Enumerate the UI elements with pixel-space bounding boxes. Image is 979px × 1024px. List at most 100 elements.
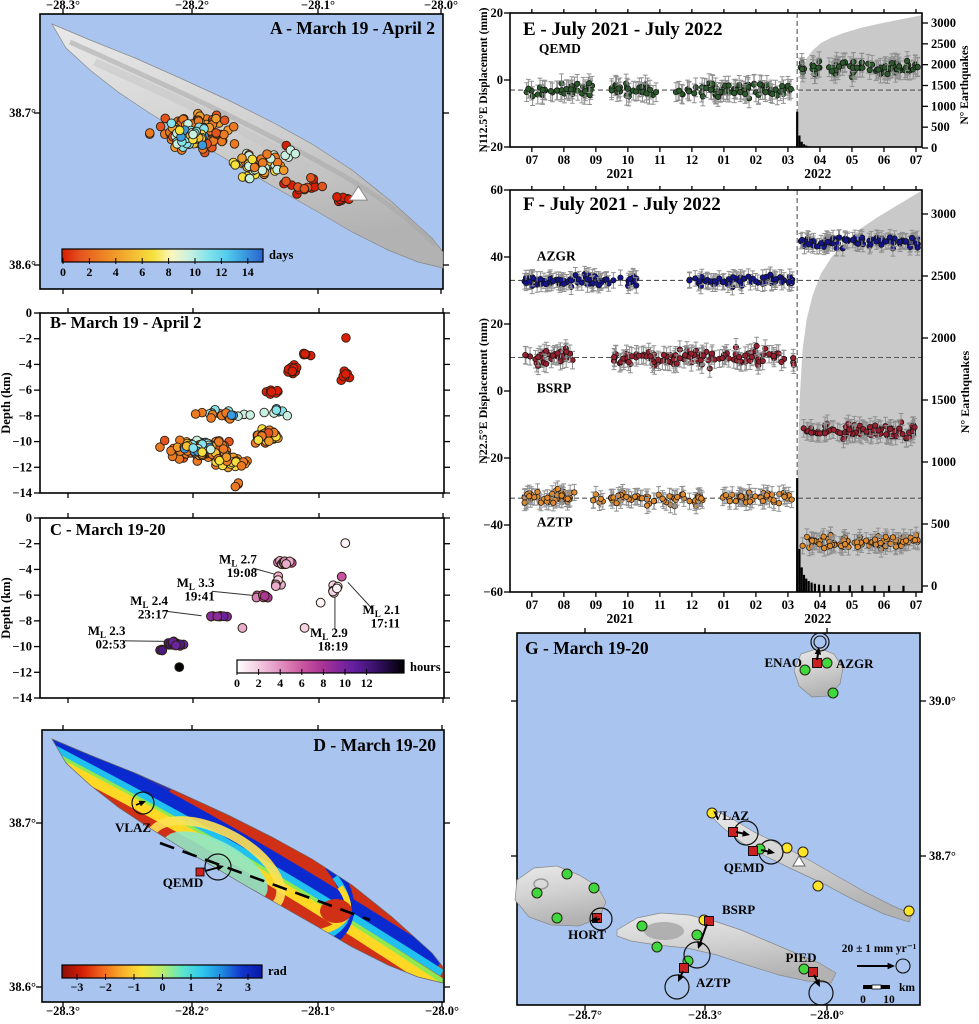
panel-a-title: A - March 19 - April 2 bbox=[270, 18, 435, 38]
mm-tick-label: −20 bbox=[483, 451, 503, 465]
panel-g-title: G - March 19-20 bbox=[525, 638, 649, 658]
lon-tick-label: −28.3° bbox=[46, 1004, 80, 1018]
panel-d-title: D - March 19-20 bbox=[313, 735, 436, 755]
event-time-label: 02:53 bbox=[95, 636, 126, 651]
cumulative-earthquakes-area bbox=[795, 15, 922, 148]
hypocenter-dots bbox=[155, 333, 355, 492]
month-tick-label: 10 bbox=[622, 153, 635, 167]
month-tick-label: 01 bbox=[718, 598, 731, 612]
month-tick-label: 09 bbox=[590, 153, 603, 167]
qemd-gps-square bbox=[195, 867, 205, 877]
gps-points-AZGR bbox=[521, 229, 921, 296]
panel-f-title: F - July 2021 - July 2022 bbox=[523, 194, 721, 215]
station-label-vlaz: VLAZ bbox=[115, 820, 151, 835]
panel-f-gps-timeseries-multi: 07 08 09 10 11 12 01 02 03 04 05 06 07 2021 2022 60 40 20… bbox=[476, 183, 972, 626]
gps-square bbox=[704, 916, 714, 926]
colorbar-tick-label: 6 bbox=[139, 265, 145, 279]
station-label-qemd: QEMD bbox=[539, 41, 581, 56]
count-tick-label: 2500 bbox=[931, 269, 956, 283]
depth-tick-label: −8 bbox=[19, 409, 32, 423]
station-label-bsrp: BSRP bbox=[722, 902, 755, 917]
event-magnitude-label: ML 2.1 bbox=[362, 602, 400, 619]
earthquake-histogram bbox=[796, 478, 905, 592]
station-label-vlaz: VLAZ bbox=[713, 808, 749, 823]
year-label: 2022 bbox=[804, 611, 831, 626]
depth-tick-label: −8 bbox=[19, 614, 32, 628]
event-time-label: 19:41 bbox=[184, 588, 214, 603]
colorbar-tick-label: 1 bbox=[188, 980, 194, 994]
lat-tick-label: 39.0° bbox=[929, 694, 956, 708]
gps-square bbox=[748, 846, 758, 856]
mm-tick-label: −60 bbox=[483, 585, 503, 599]
lat-tick-label: 38.7° bbox=[929, 849, 956, 863]
station-label-bsrp: BSRP bbox=[537, 381, 572, 396]
colorbar-tick-label: 8 bbox=[166, 265, 172, 279]
colorbar-tick-label: 12 bbox=[361, 676, 373, 690]
event-leader-line bbox=[252, 567, 277, 576]
colorbar-tick-label: 2 bbox=[256, 676, 262, 690]
colorbar-tick-label: 10 bbox=[339, 676, 351, 690]
mm-tick-label: 0 bbox=[497, 73, 503, 87]
colorbar-label: hours bbox=[410, 660, 441, 674]
station-label-aztp: AZTP bbox=[696, 975, 731, 990]
month-tick-label: 11 bbox=[654, 153, 666, 167]
month-tick-label: 04 bbox=[814, 598, 827, 612]
volcano-triangle-icon bbox=[792, 855, 806, 867]
colorbar-tick-label: −1 bbox=[128, 980, 141, 994]
colorbar-tick-label: 0 bbox=[60, 265, 66, 279]
gps-points-AZTP bbox=[521, 480, 921, 558]
count-tick-label: 0 bbox=[931, 579, 937, 593]
lon-tick-label: −28.3° bbox=[46, 0, 80, 12]
panel-a-epicenter-map: −28.3° −28.2° −28.1° −28.0° 38.7° 38.6° 0 2 4 6 8 1… bbox=[9, 0, 458, 294]
event-magnitude-label: ML 2.3 bbox=[88, 623, 126, 640]
colorbar-tick-label: 3 bbox=[245, 980, 251, 994]
displacement-axis-label: N22.5°E Displacement (mm) bbox=[476, 318, 490, 464]
year-label: 2021 bbox=[607, 166, 634, 181]
lon-tick-label: −28.3° bbox=[688, 1008, 722, 1022]
panel-b-depth-section: 0 −2 −4 −6 −8 −10 −12 −14 Depth (km) B- March 19 … bbox=[0, 306, 450, 500]
month-tick-label: 08 bbox=[558, 598, 571, 612]
colorbar-tick-label: 10 bbox=[189, 265, 201, 279]
depth-tick-label: 0 bbox=[26, 306, 32, 320]
depth-tick-label: −4 bbox=[19, 357, 33, 371]
month-tick-label: 12 bbox=[686, 598, 699, 612]
velocity-scale-label: 20 ± 1 mm yr⁻¹ bbox=[842, 943, 917, 955]
lat-tick-label: 38.6° bbox=[9, 980, 36, 994]
year-label: 2021 bbox=[607, 611, 634, 626]
count-tick-label: 1000 bbox=[931, 455, 956, 469]
station-label-qemd: QEMD bbox=[163, 875, 203, 890]
earthquakes-axis-label: N° Earthquakes bbox=[958, 350, 972, 433]
station-label-enao: ENAO bbox=[764, 655, 802, 670]
month-tick-label: 02 bbox=[750, 598, 763, 612]
station-hort: HORT bbox=[568, 907, 613, 942]
colorbar-tick-label: −2 bbox=[99, 980, 112, 994]
lon-tick-label: −28.0° bbox=[810, 1008, 844, 1022]
gps-square bbox=[808, 967, 818, 977]
colorbar-tick-label: 14 bbox=[242, 265, 254, 279]
vlaz-error-circle bbox=[131, 791, 155, 815]
event-magnitude-label: ML 2.7 bbox=[219, 552, 257, 569]
station-label-qemd: QEMD bbox=[724, 860, 764, 875]
station-label-hort: HORT bbox=[568, 927, 606, 942]
count-tick-label: 2000 bbox=[931, 58, 956, 72]
event-leader-line bbox=[211, 590, 257, 597]
station-pied: PIED bbox=[785, 950, 834, 1006]
displacement-axis-label: N112.5°E Displacement (mm) bbox=[478, 7, 490, 152]
gps-points-BSRP bbox=[522, 336, 918, 449]
colorbar-tick-label: 12 bbox=[215, 265, 227, 279]
lon-tick-label: −28.1° bbox=[301, 0, 335, 12]
cumulative-earthquakes-area bbox=[795, 190, 922, 592]
count-tick-label: 0 bbox=[931, 141, 937, 155]
count-tick-label: 3000 bbox=[931, 16, 956, 30]
km-scale-bar: km 0 10 bbox=[860, 982, 915, 1006]
count-tick-label: 500 bbox=[931, 120, 950, 134]
depth-tick-label: −6 bbox=[19, 588, 32, 602]
lon-tick-label: −28.7° bbox=[568, 1008, 602, 1022]
event-leader-line bbox=[124, 640, 168, 642]
mm-tick-label: 20 bbox=[491, 317, 504, 331]
station-label-aztp: AZTP bbox=[537, 515, 573, 530]
station-azgr: AZGR bbox=[821, 656, 874, 671]
velocity-scale-legend: 20 ± 1 mm yr⁻¹ bbox=[842, 943, 917, 974]
colorbar-tick-label: 0 bbox=[160, 980, 166, 994]
colorbar-tick-label: 2 bbox=[86, 265, 92, 279]
